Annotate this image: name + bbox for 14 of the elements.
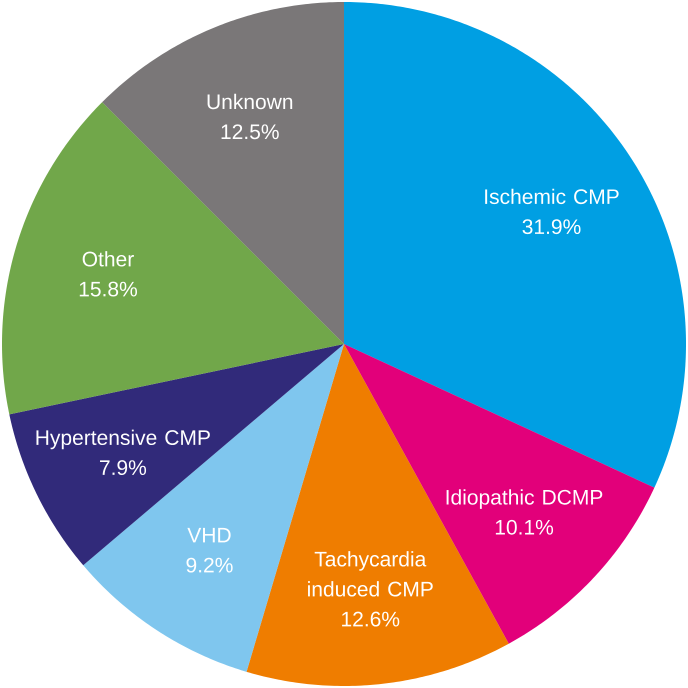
slice-label: Tachycardia induced CMP: [308, 551, 433, 597]
data-label: 10.1%: [496, 520, 554, 535]
data-label: 9.2%: [186, 558, 233, 573]
data-label: 7.9%: [100, 460, 146, 476]
slice-label: Idiopathic DCMP: [446, 489, 602, 509]
data-label: 12.5%: [222, 124, 279, 140]
slice-label: Ischemic CMP: [485, 188, 619, 204]
data-label: 12.6%: [342, 612, 400, 627]
slice-label: Other: [82, 251, 134, 267]
data-label: 15.8%: [80, 282, 137, 297]
data-label: 31.9%: [522, 219, 581, 234]
slice-label: Hypertensive CMP: [36, 430, 210, 450]
slice-label: Unknown: [208, 94, 292, 110]
slice-label: VHD: [187, 528, 231, 542]
